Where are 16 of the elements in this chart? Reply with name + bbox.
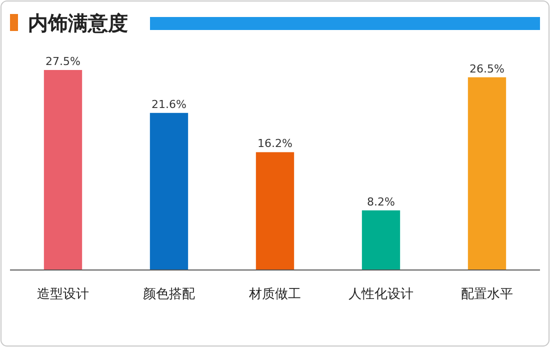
data-label: 26.5% [470, 62, 504, 76]
x-tick-label: 颜色搭配 [143, 287, 195, 302]
x-tick-label: 材质做工 [248, 287, 301, 302]
data-label: 27.5% [46, 55, 80, 68]
x-tick-label: 配置水平 [461, 287, 513, 302]
bar [44, 70, 82, 270]
data-label: 8.2% [367, 195, 395, 208]
bar [468, 77, 506, 270]
data-label: 16.2% [258, 137, 292, 150]
data-label: 21.6% [152, 98, 186, 111]
bar [256, 152, 294, 270]
chart-title: 内饰满意度 [28, 11, 128, 35]
x-tick-label: 造型设计 [37, 287, 89, 302]
bar [150, 112, 188, 270]
x-tick-label: 人性化设计 [348, 287, 414, 302]
bar [362, 210, 400, 270]
